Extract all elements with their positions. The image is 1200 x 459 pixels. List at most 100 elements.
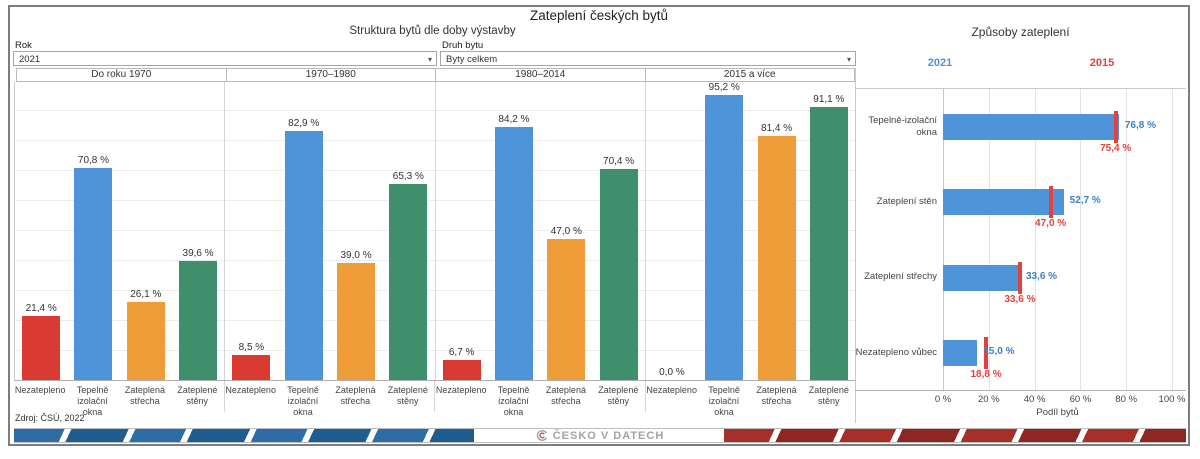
category-label: Nezatepleno [646, 385, 697, 395]
v-gridline [1126, 89, 1128, 390]
druh-bytu-select[interactable]: Byty celkem [440, 51, 856, 66]
hbar-2021[interactable] [943, 189, 1064, 216]
bar-nezatepleno[interactable] [232, 354, 271, 380]
bar-value-label: 82,9 % [288, 118, 320, 130]
bar-zateplené[interactable] [179, 261, 218, 380]
bar-nezatepleno[interactable] [442, 359, 481, 380]
row-track: 15,0 % 18,8 % [943, 315, 1186, 390]
hbar-2021[interactable] [943, 114, 1119, 140]
bar-value-label: 6,7 % [448, 346, 475, 358]
bar-value-label: 65,3 % [392, 171, 424, 183]
block-divider [855, 68, 856, 423]
right-chart-row: Nezatepleno vůbec 15,0 % 18,8 % [855, 315, 1186, 390]
row-label: Nezatepleno vůbec [855, 346, 937, 358]
bar-group: 8,5 % [225, 82, 277, 380]
left-chart-title: Struktura bytů dle doby výstavby [349, 25, 516, 37]
category-label: Zateplená střecha [545, 385, 586, 406]
value-label-2015: 33,6 % [1004, 293, 1036, 305]
row-track: 76,8 % 75,4 % [943, 89, 1186, 164]
rok-select[interactable]: 2021 [13, 51, 437, 66]
panel-0: 21,4 % 70,8 % 26,1 % 39,6 % [15, 82, 226, 380]
dashboard-frame: Zateplení českých bytů Struktura bytů dl… [8, 5, 1190, 446]
hbar-2021[interactable] [943, 339, 978, 366]
row-label: Tepelně-izolační okna [868, 115, 937, 138]
panel-header-0: Do roku 1970 [91, 69, 152, 80]
legend-2021[interactable]: 2021 [927, 57, 953, 69]
category-label: Tepelně izolační okna [497, 385, 530, 417]
category-label: Nezatepleno [14, 385, 66, 395]
bar-group: 70,8 % [67, 82, 119, 380]
bar-value-label: 26,1 % [130, 288, 162, 300]
category-label: Zateplené stěny [177, 385, 218, 406]
legend-2015[interactable]: 2015 [1089, 57, 1115, 69]
bar-group: 82,9 % [278, 82, 330, 380]
panel-header-2: 1980–2014 [435, 69, 645, 81]
tick-2015[interactable] [1113, 111, 1118, 143]
right-chart-x-axis-title: Podíl bytů [1036, 407, 1079, 418]
category-panel-1: Nezatepleno Tepelně izolační okna Zateplená… [225, 381, 435, 417]
value-label-2015: 47,0 % [1035, 218, 1067, 230]
category-panel-3: Nezatepleno Tepelně izolační okna Zateplená… [646, 381, 856, 417]
bar-group: 39,0 % [330, 82, 382, 380]
value-label-2021: 76,8 % [1124, 120, 1156, 131]
bar-zateplená[interactable] [757, 135, 796, 380]
source-note: Zdroj: ČSÚ, 2022 [15, 413, 85, 423]
bar-value-label: 95,2 % [708, 82, 740, 93]
bar-group: 47,0 % [540, 82, 592, 380]
bar-group: 39,6 % [172, 82, 224, 380]
x-tick-label: 0 % [934, 394, 952, 405]
category-label: Zateplené stěny [387, 385, 428, 406]
bar-zateplené[interactable] [809, 106, 848, 380]
bar-group: 95,2 % [698, 82, 750, 380]
rok-select-value: 2021 [19, 54, 41, 65]
rok-filter-label: Rok [15, 40, 32, 51]
banner-red-stripes [724, 429, 1186, 442]
bar-tepelně[interactable] [284, 131, 323, 380]
bar-zateplené[interactable] [599, 168, 638, 380]
category-label: Tepelně izolační okna [708, 385, 740, 417]
right-chart-row: Tepelně-izolační okna 76,8 % 75,4 % [855, 89, 1186, 164]
tick-2015[interactable] [1017, 261, 1022, 294]
bar-value-label: 84,2 % [498, 114, 530, 126]
logo-text: ČESKO V DATECH [552, 429, 665, 442]
bar-tepelně[interactable] [705, 95, 744, 380]
row-track: 52,7 % 47,0 % [943, 164, 1186, 239]
bar-value-label: 21,4 % [25, 302, 57, 314]
bar-zateplené[interactable] [389, 184, 428, 380]
druh-bytu-filter-label: Druh bytu [442, 40, 484, 51]
panel-2: 6,7 % 84,2 % 47,0 % 70,4 % [436, 82, 646, 380]
page-title: Zateplení českých bytů [529, 8, 669, 23]
bar-tepelně[interactable] [74, 167, 113, 380]
banner-blue-stripes [14, 429, 474, 442]
tick-2015[interactable] [984, 336, 989, 369]
row-label: Zateplení stěn [876, 196, 937, 208]
bar-group: 26,1 % [120, 82, 172, 380]
bar-tepelně[interactable] [494, 127, 533, 380]
bar-group: 0,0 % [646, 82, 698, 380]
hbar-2021[interactable] [943, 264, 1020, 291]
left-chart-category-labels: Nezatepleno Tepelně izolační okna Zateplená… [14, 381, 856, 417]
chevron-down-icon [428, 52, 432, 65]
cesko-v-datech-logo: ČESKO V DATECH [527, 429, 673, 442]
value-label-2015: 18,8 % [970, 368, 1002, 380]
x-tick-label: 20 % [977, 394, 1000, 405]
bar-value-label: 81,4 % [760, 122, 793, 134]
bar-nezatepleno[interactable] [22, 315, 61, 380]
category-label: Nezatepleno [435, 385, 487, 395]
right-chart-plot: Tepelně-izolační okna 76,8 % 75,4 % Zateple… [855, 88, 1186, 391]
bar-group: 21,4 % [15, 82, 67, 380]
panel-header-1: 1970–1980 [225, 69, 436, 81]
bar-zateplená[interactable] [337, 263, 376, 380]
bar-zateplená[interactable] [126, 301, 165, 380]
category-label: Zateplené stěny [598, 385, 639, 406]
bar-value-label: 91,1 % [813, 93, 845, 105]
panel-1: 8,5 % 82,9 % 39,0 % 65,3 % [225, 82, 436, 380]
bar-group: 91,1 % [803, 82, 855, 380]
footer-banner: ČESKO V DATECH [14, 428, 1186, 443]
bar-zateplená[interactable] [547, 239, 586, 380]
panel-header-row: Do roku 1970 1970–1980 1980–2014 2015 a víc… [16, 68, 855, 82]
bar-value-label: 8,5 % [238, 341, 265, 353]
tick-2015[interactable] [1048, 186, 1053, 219]
v-gridline [943, 89, 944, 390]
category-label: Zateplená střecha [335, 385, 376, 406]
